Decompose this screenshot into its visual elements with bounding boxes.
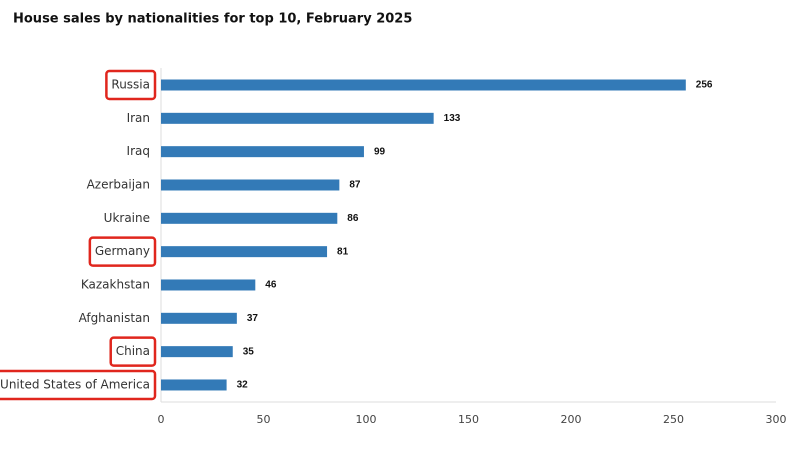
bar [161,146,364,158]
bar [161,279,256,291]
value-label: 81 [337,246,349,257]
y-tick-label: Iran [127,111,150,125]
y-tick-label: Kazakhstan [81,277,150,291]
y-tick-label: Azerbaijan [87,177,150,191]
y-tick-label: Afghanistan [79,311,150,325]
value-label: 87 [349,180,361,191]
y-tick-label: United States of America [0,377,150,391]
value-label: 37 [247,313,259,324]
x-tick-label: 150 [458,413,479,426]
x-tick-label: 0 [158,413,165,426]
bar [161,379,227,391]
highlight-box [88,236,157,267]
y-tick-label: Iraq [127,144,150,158]
value-label: 99 [374,146,386,157]
bar [161,79,686,91]
value-label: 46 [265,280,277,291]
highlight-box [0,369,157,401]
value-label: 256 [696,80,713,91]
x-tick-label: 250 [663,413,684,426]
y-tick-label: Ukraine [104,211,150,225]
value-label: 32 [237,380,249,391]
value-label: 35 [243,346,255,357]
value-label: 86 [347,213,359,224]
bar [161,179,340,191]
x-tick-label: 300 [766,413,787,426]
x-tick-label: 200 [561,413,582,426]
x-tick-label: 50 [257,413,271,426]
value-label: 133 [444,113,461,124]
y-tick-label: Russia [111,78,150,92]
bar [161,346,233,358]
x-tick-label: 100 [356,413,377,426]
y-tick-label: Germany [95,244,150,258]
bar [161,312,237,324]
highlight-box [105,69,157,101]
chart-title: House sales by nationalities for top 10,… [13,12,412,27]
y-tick-label: China [116,344,150,358]
highlight-box [109,336,157,367]
bar [161,246,328,258]
bar [161,212,338,224]
bar [161,112,434,124]
